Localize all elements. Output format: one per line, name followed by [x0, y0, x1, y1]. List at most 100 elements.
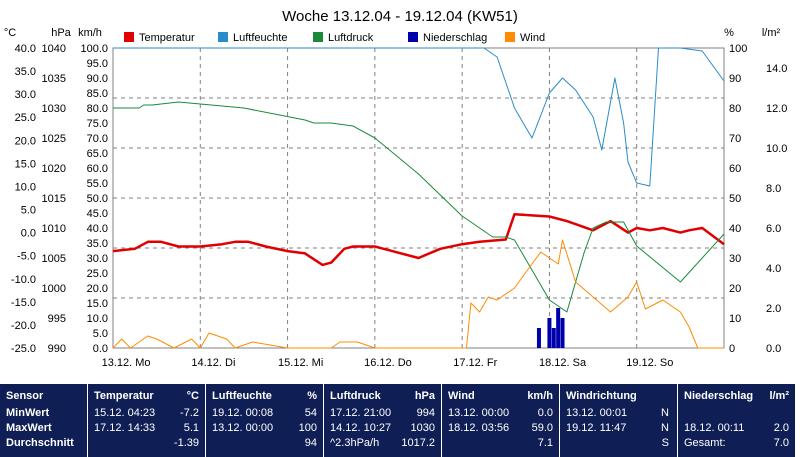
left-tick-label: 90.0	[87, 73, 108, 85]
temp-unit: °C	[186, 390, 199, 402]
rain-total: 7.0	[773, 437, 789, 449]
left-tick-label: 20.0	[15, 135, 36, 147]
x-tick-label: 14.12. Di	[191, 357, 235, 369]
precipitation-bar	[547, 318, 552, 348]
press-max-time: 14.12. 10:27	[330, 422, 392, 434]
left-tick-label: -20.0	[11, 320, 36, 332]
axis-unit-label: hPa	[51, 27, 71, 39]
temp-min: -7.2	[180, 407, 199, 419]
left-tick-label: 25.0	[15, 112, 36, 124]
left-tick-label: 20.0	[87, 283, 108, 295]
x-tick-label: 19.12. So	[626, 357, 673, 369]
temp-header: Temperatur	[94, 390, 154, 402]
left-tick-label: 1015	[42, 193, 66, 205]
left-tick-label: 65.0	[87, 148, 108, 160]
left-tick-label: 0.0	[21, 228, 36, 240]
wind-unit: km/h	[527, 390, 553, 402]
legend-swatch	[408, 32, 418, 42]
left-tick-label: 15.0	[87, 298, 108, 310]
legend-label: Niederschlag	[423, 32, 487, 44]
left-tick-label: 1035	[42, 73, 66, 85]
left-tick-label: 30.0	[87, 253, 108, 265]
precipitation-bar	[556, 308, 561, 348]
right-tick-label: 90	[729, 73, 741, 85]
wind-header: Wind	[448, 390, 475, 402]
left-tick-label: 1040	[42, 43, 66, 55]
left-tick-label: 35.0	[87, 238, 108, 250]
left-tick-label: 75.0	[87, 118, 108, 130]
axis-unit-label: %	[724, 27, 734, 39]
left-tick-label: 10.0	[87, 313, 108, 325]
right-tick-label: 10	[729, 313, 741, 325]
rain-max-time: 18.12. 00:11	[684, 422, 745, 434]
right-tick-label: 80	[729, 103, 741, 115]
grid	[113, 48, 724, 348]
left-tick-label: 50.0	[87, 193, 108, 205]
precipitation-bar	[560, 318, 565, 348]
legend-swatch	[124, 32, 134, 42]
rain-max: 2.0	[773, 422, 789, 434]
dir-max: N	[661, 422, 669, 434]
right-tick-label: 30	[729, 253, 741, 265]
right-tick-label: 100	[729, 43, 747, 55]
axis-unit-label: l/m²	[762, 27, 781, 39]
right-tick-label: 0.0	[766, 343, 781, 355]
left-tick-label: 1030	[42, 103, 66, 115]
right-tick-label: 0	[729, 343, 735, 355]
x-tick-labels: 13.12. Mo 14.12. Di 15.12. Mi 16.12. Do 17.1…	[102, 357, 674, 369]
right-tick-label: 6.0	[766, 223, 781, 235]
left-tick-label: 45.0	[87, 208, 108, 220]
left-tick-label: 70.0	[87, 133, 108, 145]
x-tick-label: 18.12. Sa	[539, 357, 587, 369]
legend-label: Luftfeuchte	[233, 32, 287, 44]
precipitation-bar	[551, 328, 556, 348]
x-tick-label: 17.12. Fr	[453, 357, 497, 369]
temp-avg: -1.39	[173, 437, 199, 449]
stats-sensor-panel: Sensor MinWert MaxWert Durchschnitt	[0, 384, 87, 457]
series-line-luftfeuchte	[113, 47, 725, 187]
legend-swatch	[218, 32, 228, 42]
legend-label: Luftdruck	[328, 32, 374, 44]
temp-min-time: 15.12. 04:23	[94, 407, 156, 419]
left-tick-label: 30.0	[15, 89, 36, 101]
right-tick-label: 40	[729, 223, 741, 235]
rain-header: Niederschlag	[684, 390, 754, 402]
stats-humidity-panel: Luftfeuchte% 19.12. 00:08 54 13.12. 00:00…	[206, 384, 323, 457]
left-tick-label: 15.0	[15, 158, 36, 170]
x-tick-label: 16.12. Do	[364, 357, 412, 369]
right-tick-label: 4.0	[766, 263, 781, 275]
left-tick-label: 1000	[42, 283, 66, 295]
statistics-bar: Sensor MinWert MaxWert Durchschnitt Temp…	[0, 380, 800, 457]
left-tick-label: 85.0	[87, 88, 108, 100]
left-tick-label: 5.0	[93, 328, 108, 340]
stats-pressure-panel: Luftdruck hPa 17.12. 21:00 994 14.12. 10:2…	[324, 384, 441, 457]
dir-max-time: 19.12. 11:47	[566, 422, 627, 434]
series-line-wind	[112, 239, 724, 349]
hum-max: 100	[298, 422, 317, 434]
chart-title: Woche 13.12.04 - 19.12.04 (KW51)	[282, 8, 518, 25]
legend: Temperatur Luftfeuchte Luftdruck Niederschl…	[124, 32, 545, 44]
precipitation-bar	[536, 328, 541, 348]
left-tick-label: 25.0	[87, 268, 108, 280]
hum-avg: 94	[304, 437, 317, 449]
legend-swatch	[505, 32, 515, 42]
x-tick-label: 13.12. Mo	[102, 357, 151, 369]
wind-max-time: 18.12. 03:56	[448, 422, 510, 434]
press-avg: 1017.2	[401, 437, 435, 449]
min-label: MinWert	[6, 407, 50, 419]
wind-avg: 7.1	[537, 437, 553, 449]
dir-min: N	[661, 407, 669, 419]
rain-total-label: Gesamt:	[684, 437, 726, 449]
right-tick-label: 60	[729, 163, 741, 175]
right-tick-label: 50	[729, 193, 741, 205]
max-label: MaxWert	[6, 422, 52, 434]
axis-unit-label: °C	[4, 27, 16, 39]
left-tick-label: 1010	[42, 223, 66, 235]
rain-unit: l/m²	[769, 390, 789, 402]
hum-unit: %	[307, 390, 317, 402]
left-tick-label: -10.0	[11, 274, 36, 286]
left-tick-label: 60.0	[87, 163, 108, 175]
legend-label: Wind	[520, 32, 545, 44]
left-tick-label: 80.0	[87, 103, 108, 115]
left-tick-label: 95.0	[87, 58, 108, 70]
